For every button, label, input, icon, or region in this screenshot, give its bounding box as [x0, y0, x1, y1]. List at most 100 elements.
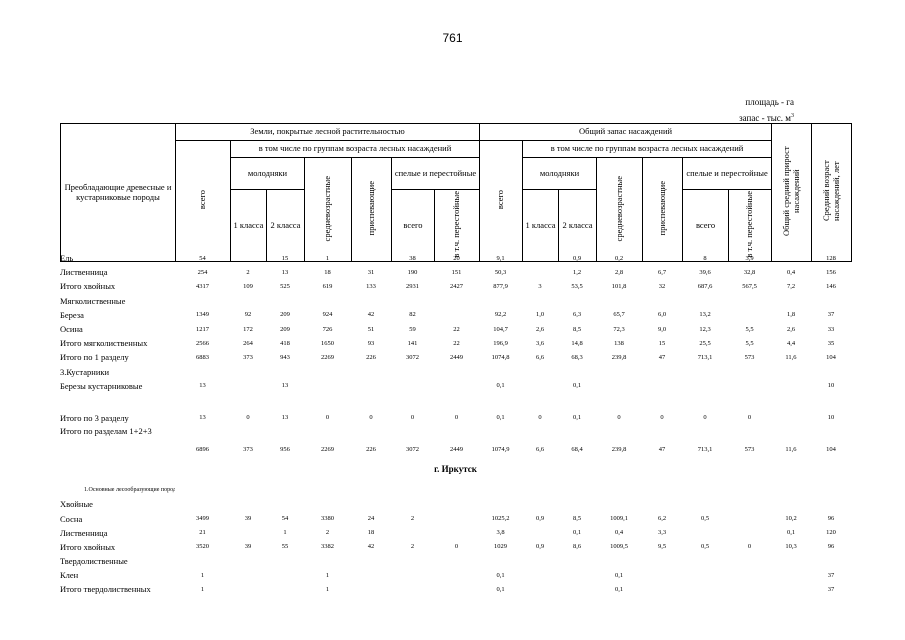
row-label: Хвойные — [60, 499, 93, 510]
table-cell: 0 — [703, 414, 707, 422]
table-cell: 2 — [325, 529, 330, 537]
table-cell — [391, 554, 434, 568]
row-label: Березы кустарниковые — [60, 380, 143, 391]
table-cell: 146 — [826, 282, 836, 290]
header-stock-middle: средневозрастные — [596, 156, 644, 263]
table-cell — [642, 497, 682, 511]
table-cell — [434, 483, 479, 497]
table-cell — [304, 365, 351, 379]
table-cell: 42 — [367, 311, 375, 319]
table-cell: 1 — [283, 529, 287, 537]
table-cell: 726 — [322, 325, 333, 333]
table-cell — [771, 483, 811, 497]
header-area-group: Земли, покрытые лесной растительностью — [174, 123, 481, 141]
table-cell — [522, 483, 558, 497]
table-cell: 104 — [826, 446, 836, 454]
row-label: Ель — [60, 253, 74, 264]
table-cell: 373 — [243, 353, 253, 361]
table-cell: 0,1 — [572, 382, 582, 390]
table-cell: 11,6 — [785, 446, 797, 454]
table-cell — [230, 365, 266, 379]
table-cell: 18 — [367, 529, 375, 537]
table-cell: 226 — [366, 353, 376, 361]
row-label: Итого по 1 разделу — [60, 352, 129, 363]
table-cell — [596, 497, 642, 511]
table-cell: 3,9 — [745, 254, 754, 262]
table-cell: 37 — [827, 585, 835, 593]
table-cell: 3,3 — [657, 529, 667, 537]
table-cell: 943 — [280, 353, 290, 361]
table-cell: 0,2 — [614, 254, 624, 262]
table-cell: 2566 — [196, 339, 209, 347]
table-cell — [728, 582, 771, 596]
header-area-age-groups: в том числе по группам возраста лесных н… — [229, 140, 481, 158]
table-cell: 15 — [281, 254, 289, 262]
table-cell — [230, 294, 266, 308]
table-cell — [351, 554, 391, 568]
table-cell: 38 — [409, 254, 416, 262]
table-cell: 567,5 — [742, 282, 757, 290]
table-cell — [434, 308, 479, 322]
row-label: Лиственница — [60, 527, 108, 538]
table-row: Березы кустарниковые 13 13 0,1 0,1 10 — [60, 379, 851, 393]
table-cell: 209 — [280, 311, 290, 319]
table-cell: 2 — [410, 543, 415, 551]
table-cell: 0,4 — [786, 268, 796, 276]
unit-note-stock: запас - тыс. м3 — [739, 113, 794, 123]
row-label: Твердолиственные — [60, 556, 128, 567]
table-cell — [558, 582, 596, 596]
table-cell — [304, 379, 351, 393]
table-cell — [391, 582, 434, 596]
table-row: Твердолиственные — [60, 554, 851, 568]
table-cell: 2 — [246, 268, 250, 276]
table-cell — [728, 393, 771, 411]
table-cell — [682, 393, 728, 411]
table-cell: 0,1 — [496, 585, 505, 593]
header-area-ripening-text: приспевающие — [365, 181, 376, 236]
table-cell — [304, 393, 351, 411]
row-label: Итого по разделам 1+2+3 — [60, 426, 152, 437]
table-cell — [596, 393, 642, 411]
header-avg-age: Средний возраст насаждений, лет — [811, 122, 853, 263]
table-cell: 254 — [197, 268, 208, 276]
table-cell: 0,5 — [700, 543, 710, 551]
table-cell — [682, 568, 728, 582]
table-cell — [811, 497, 851, 511]
table-cell: 96 — [827, 543, 835, 551]
table-cell: 0 — [538, 414, 542, 422]
table-cell — [391, 379, 434, 393]
table-cell: 21 — [199, 529, 206, 537]
table-cell — [266, 554, 304, 568]
table-cell: 7,2 — [786, 282, 796, 290]
table-cell — [304, 294, 351, 308]
table-cell — [434, 393, 479, 411]
header-area-incl-over-text: в т.ч. перестойные — [451, 191, 462, 258]
header-area-class2: 2 класса — [266, 188, 305, 263]
table-cell — [811, 294, 851, 308]
table-cell — [522, 365, 558, 379]
table-cell — [351, 582, 391, 596]
table-cell: 1 — [200, 571, 205, 579]
table-cell: 3380 — [321, 515, 334, 523]
table-cell — [771, 411, 811, 425]
table-cell — [351, 497, 391, 511]
table-cell: 151 — [451, 268, 462, 276]
table-cell — [558, 483, 596, 497]
table-cell: 8,5 — [572, 325, 582, 333]
table-cell — [728, 526, 771, 540]
table-cell: 1217 — [196, 325, 209, 333]
header-stock-ripening: приспевающие — [642, 156, 684, 263]
table-cell: 101,8 — [611, 282, 627, 290]
table-cell: 54 — [199, 254, 206, 262]
table-cell — [522, 582, 558, 596]
region-heading: г. Иркутск — [434, 464, 477, 475]
table-cell: 104 — [826, 353, 836, 361]
table-cell — [479, 483, 522, 497]
table-row: Клен 1 1 0,1 0,1 37 — [60, 568, 851, 582]
table-cell: 3072 — [406, 446, 419, 454]
table-cell: 2449 — [450, 353, 463, 361]
table-cell — [771, 393, 811, 411]
page-number: 761 — [442, 31, 463, 45]
table-cell: 1349 — [196, 311, 209, 319]
table-cell: 6896 — [196, 446, 209, 454]
